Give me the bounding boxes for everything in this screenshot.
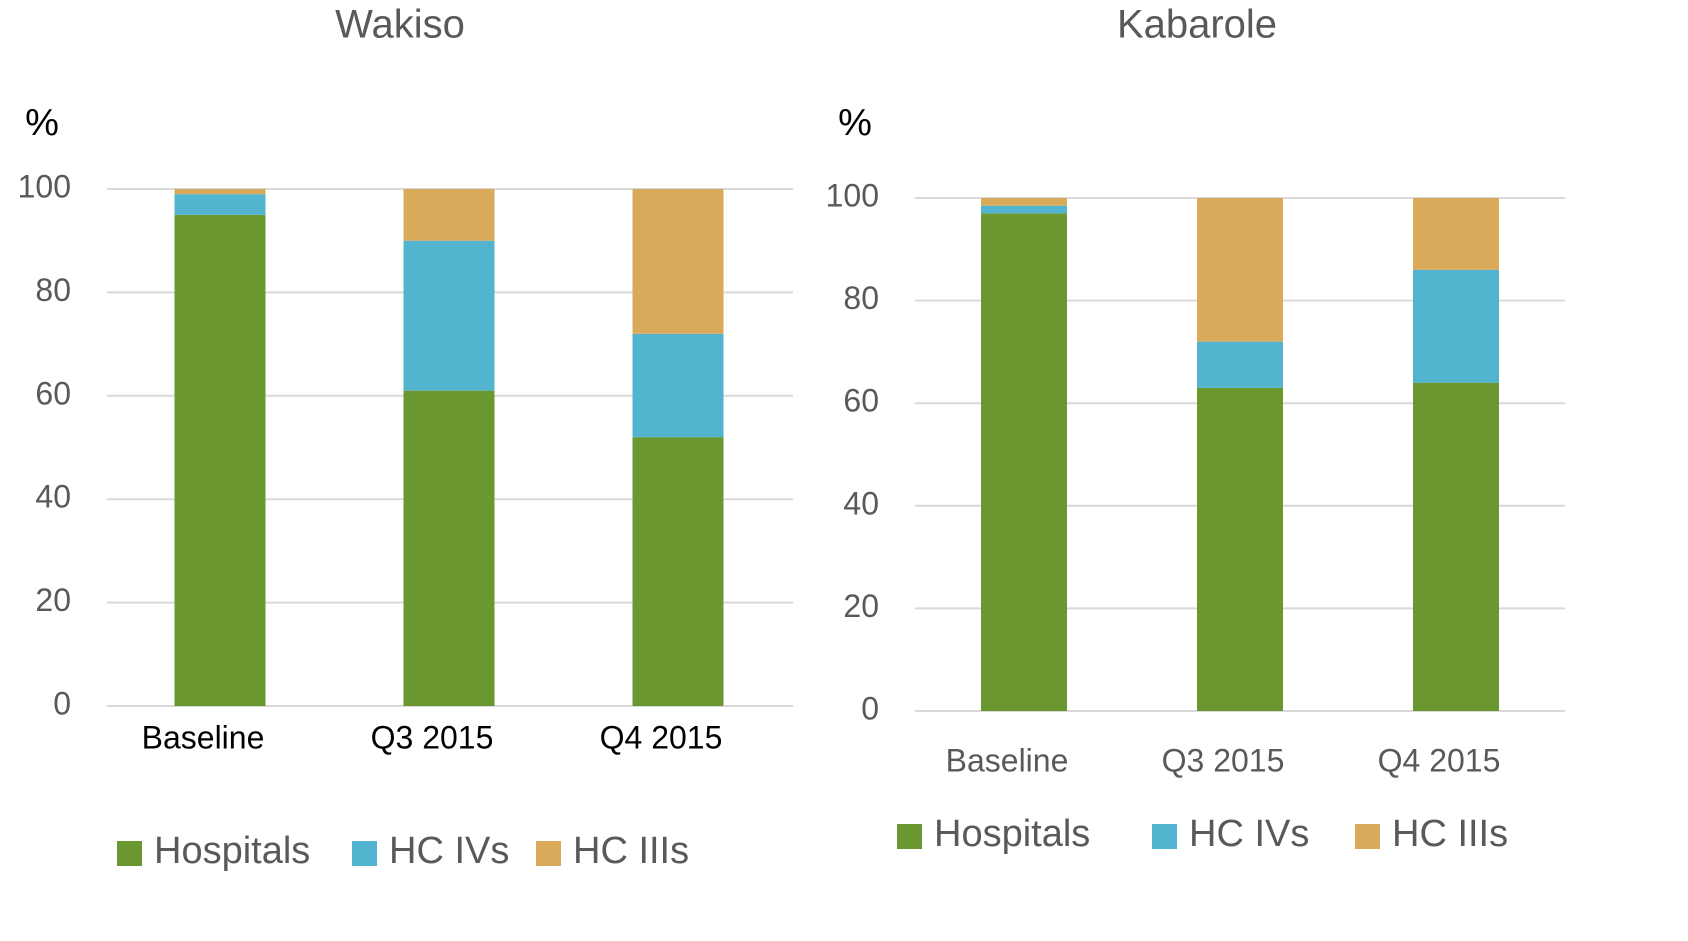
chart-title: Wakiso [335, 3, 465, 47]
x-tick-label: Baseline [142, 719, 265, 755]
bar-segment [632, 189, 724, 334]
legend-swatch [536, 841, 561, 866]
legend-swatch [1152, 824, 1177, 849]
y-tick-label: 80 [843, 280, 879, 316]
bar-segment [174, 189, 266, 195]
legend-label: HC IVs [1189, 813, 1309, 855]
legend-label: Hospitals [934, 813, 1090, 855]
y-tick-label: 80 [35, 272, 71, 308]
legend-swatch [352, 841, 377, 866]
bar-segment [174, 214, 266, 706]
x-tick-label: Baseline [946, 742, 1069, 778]
bar-segment [981, 213, 1067, 711]
bar-segment [1197, 387, 1283, 711]
bar-segment [1197, 198, 1283, 342]
bar-segment [174, 194, 266, 215]
y-tick-label: 20 [35, 582, 71, 618]
y-tick-label: 60 [843, 383, 879, 419]
y-tick-label: 60 [35, 375, 71, 411]
legend-label: HC IIIs [573, 830, 689, 872]
bar-segment [981, 198, 1067, 206]
y-axis-label: % [838, 102, 872, 144]
y-tick-label: 40 [843, 485, 879, 521]
y-tick-label: 0 [861, 690, 879, 726]
legend-label: HC IVs [389, 830, 509, 872]
bar-segment [403, 189, 495, 241]
bar-segment [1413, 382, 1499, 711]
bar-segment [403, 240, 495, 391]
bar-segment [403, 390, 495, 706]
y-tick-label: 20 [843, 588, 879, 624]
y-axis-label: % [25, 102, 59, 144]
bar-segment [1413, 269, 1499, 383]
legend-label: HC IIIs [1392, 813, 1508, 855]
legend-swatch [897, 824, 922, 849]
x-tick-label: Q3 2015 [1162, 742, 1285, 778]
legend-label: Hospitals [154, 830, 310, 872]
y-tick-label: 0 [53, 685, 71, 721]
x-tick-label: Q4 2015 [1378, 742, 1501, 778]
y-tick-label: 100 [18, 168, 71, 204]
bar-segment [1413, 198, 1499, 270]
y-tick-label: 100 [826, 177, 879, 213]
bar-segment [632, 437, 724, 706]
y-tick-label: 40 [35, 479, 71, 515]
bar-segment [632, 333, 724, 438]
bar-segment [981, 205, 1067, 214]
bar-segment [1197, 341, 1283, 388]
x-tick-label: Q3 2015 [371, 719, 494, 755]
legend-swatch [1355, 824, 1380, 849]
x-tick-label: Q4 2015 [600, 719, 723, 755]
chart-title: Kabarole [1117, 3, 1277, 47]
legend-swatch [117, 841, 142, 866]
